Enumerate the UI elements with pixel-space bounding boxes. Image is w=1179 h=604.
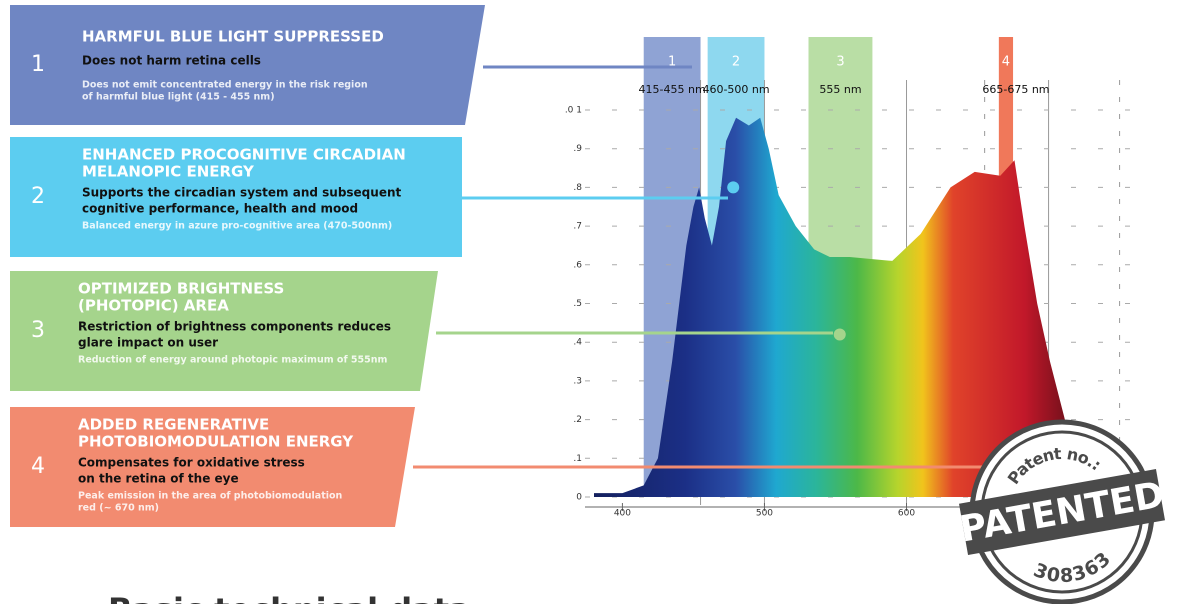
band-label: 555 nm <box>819 83 861 96</box>
y-tick-label: .2 <box>573 415 582 425</box>
panel <box>10 137 462 257</box>
panel-note: red (~ 670 nm) <box>78 503 159 514</box>
panel-number: 2 <box>31 184 45 209</box>
band-number: 3 <box>836 55 844 70</box>
panel-subtitle: Compensates for oxidative stress <box>78 456 305 470</box>
y-tick-label: .6 <box>573 260 582 270</box>
panel-title: HARMFUL BLUE LIGHT SUPPRESSED <box>82 28 384 46</box>
marker-dot <box>833 328 846 341</box>
panel-note: of harmful blue light (415 - 455 nm) <box>82 92 275 103</box>
spectrum-area <box>594 117 1100 498</box>
panel-number: 3 <box>31 318 45 343</box>
band-label: 415-455 nm <box>639 83 706 96</box>
y-tick-label: .8 <box>573 183 582 193</box>
panel-subtitle: cognitive performance, health and mood <box>82 202 358 216</box>
x-tick-label: 600 <box>898 509 915 519</box>
y-tick-label: 0 <box>576 493 582 503</box>
band-number: 4 <box>1002 55 1010 70</box>
panel-title: ENHANCED PROCOGNITIVE CIRCADIAN <box>82 146 406 164</box>
panel-note: Peak emission in the area of photobiomod… <box>78 491 343 502</box>
marker-dot <box>727 181 740 194</box>
panel <box>10 407 415 527</box>
y-tick-label: .0 1 <box>565 106 582 116</box>
panel-subtitle: glare impact on user <box>78 336 218 350</box>
badge-banner <box>959 469 1165 555</box>
x-tick-label: 400 <box>614 509 631 519</box>
panel-note: Does not emit concentrated energy in the… <box>82 80 368 91</box>
y-tick-label: .7 <box>573 222 582 232</box>
panel-title: MELANOPIC ENERGY <box>82 163 255 181</box>
panel-note: Balanced energy in azure pro-cognitive a… <box>82 221 392 232</box>
y-tick-label: .9 <box>573 144 582 154</box>
band-label: 460-500 nm <box>702 83 769 96</box>
panel-subtitle: Does not harm retina cells <box>82 54 261 68</box>
y-tick-label: .1 <box>573 454 582 464</box>
x-tick-label: 500 <box>756 509 773 519</box>
panel-subtitle: Supports the circadian system and subseq… <box>82 186 402 200</box>
y-tick-label: .5 <box>573 299 582 309</box>
footer-heading: Basic technical data <box>108 591 471 604</box>
panel-note: Reduction of energy around photopic maxi… <box>78 355 387 366</box>
panel-subtitle: Restriction of brightness components red… <box>78 320 391 334</box>
panel-title: OPTIMIZED BRIGHTNESS <box>78 280 284 298</box>
panel <box>10 271 438 391</box>
panel-title: PHOTOBIOMODULATION ENERGY <box>78 433 354 451</box>
y-tick-label: .3 <box>573 376 582 386</box>
panel-number: 1 <box>31 52 45 77</box>
band-number: 2 <box>732 55 740 70</box>
panel-title: ADDED REGENERATIVE <box>78 416 269 434</box>
y-tick-label: .4 <box>573 338 582 348</box>
band-label: 665-675 nm <box>982 83 1049 96</box>
panel-subtitle: on the retina of the eye <box>78 472 239 486</box>
panel-title: (PHOTOPIC) AREA <box>78 297 229 315</box>
panel-number: 4 <box>31 454 45 479</box>
band-number: 1 <box>668 55 676 70</box>
panel <box>10 5 485 125</box>
